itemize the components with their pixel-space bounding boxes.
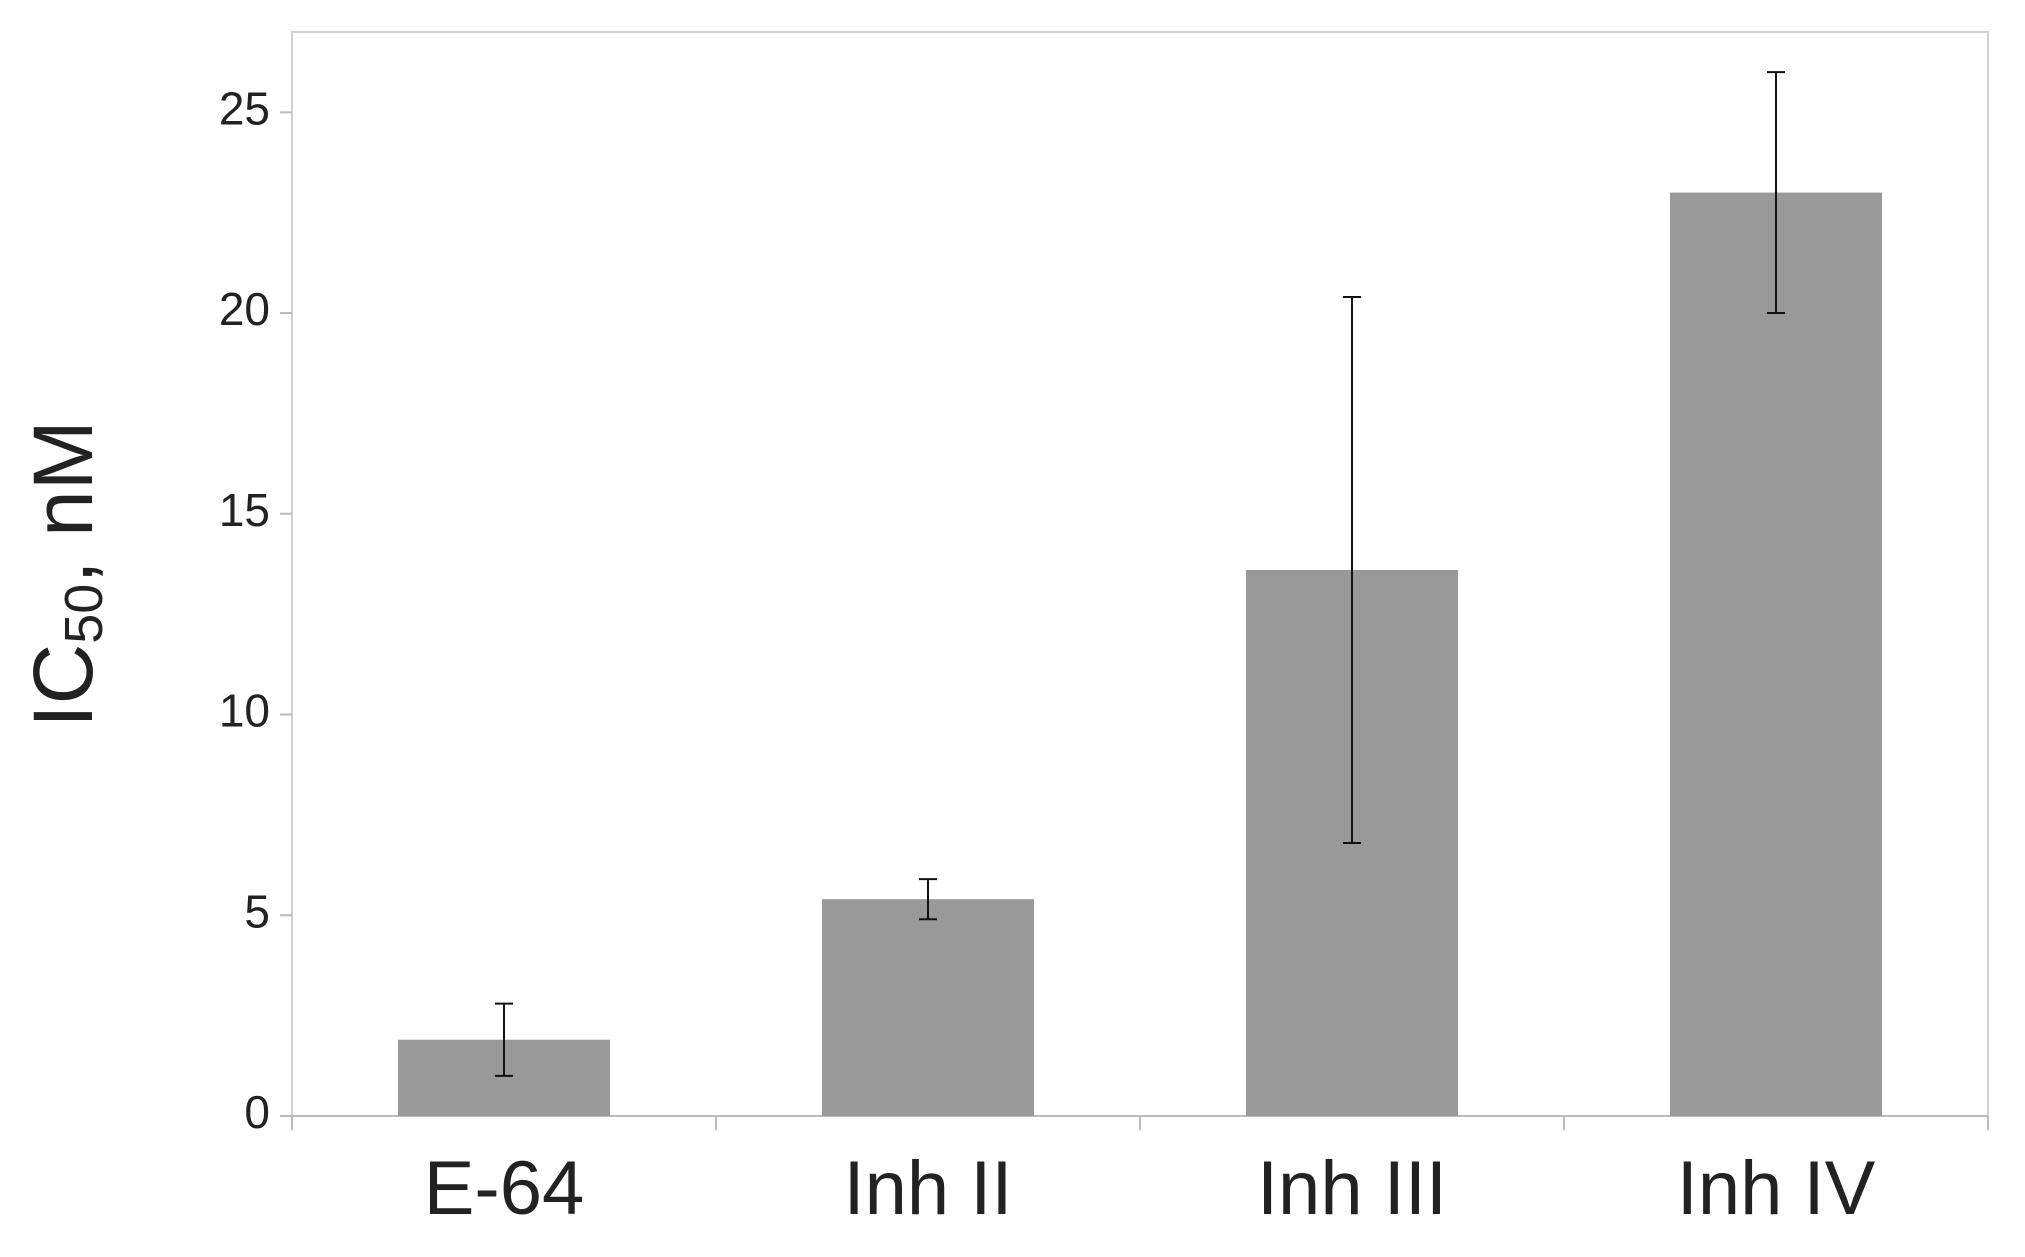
- bar: [822, 899, 1034, 1116]
- x-tick-label: Inh IV: [1677, 1146, 1876, 1231]
- y-tick-label: 20: [219, 283, 270, 335]
- y-tick-label: 0: [244, 1086, 270, 1138]
- y-tick-label: 10: [219, 685, 270, 737]
- x-tick-label: E-64: [424, 1146, 585, 1231]
- y-label-suffix: , nM: [16, 420, 110, 583]
- y-axis-label: IC50, nM: [16, 420, 114, 727]
- y-label-subscript: 50: [54, 584, 114, 644]
- error-bar: [495, 1002, 513, 1077]
- error-bar: [1767, 71, 1785, 315]
- x-tick-label: Inh III: [1257, 1146, 1447, 1231]
- x-tick-label: Inh II: [844, 1146, 1013, 1231]
- y-label-main: IC: [16, 644, 110, 728]
- error-bar: [1343, 295, 1361, 844]
- y-tick-label: 5: [244, 885, 270, 937]
- y-tick-label: 25: [219, 82, 270, 134]
- y-tick-label: 15: [219, 484, 270, 536]
- bar: [1670, 192, 1882, 1116]
- error-bar: [919, 878, 937, 921]
